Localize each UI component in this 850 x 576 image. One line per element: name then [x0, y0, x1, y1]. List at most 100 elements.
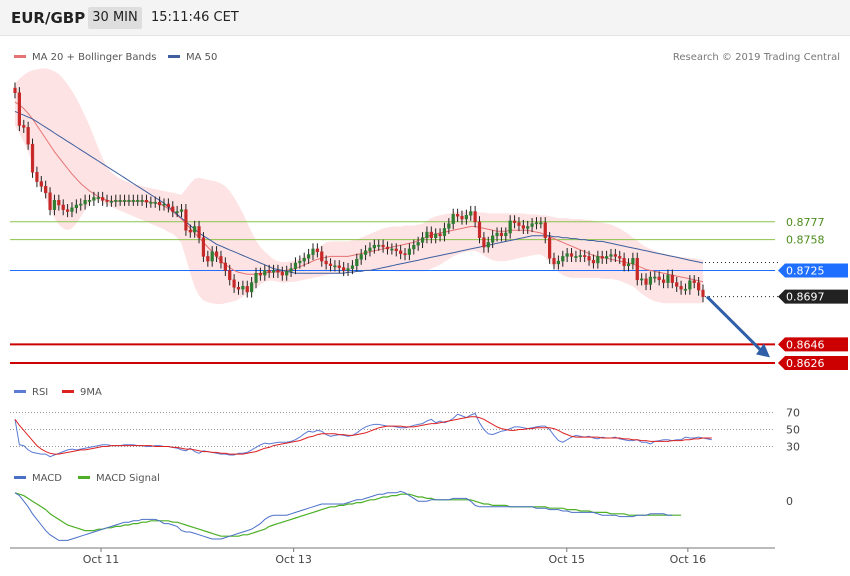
ma20-swatch	[14, 54, 26, 58]
x-tick-label: Oct 13	[275, 553, 312, 566]
candle-body	[583, 255, 587, 257]
candle-body	[495, 232, 499, 237]
candle-body	[96, 197, 100, 199]
candle-body	[122, 200, 127, 202]
candle-body	[127, 200, 131, 202]
level-label-0.8777: 0.8777	[786, 216, 825, 229]
candle-body	[276, 270, 280, 273]
symbol-label: EUR/GBP	[11, 9, 86, 27]
legend-rsi-label: RSI	[32, 387, 49, 398]
candle-body	[473, 211, 477, 223]
candle-body	[114, 200, 118, 202]
candle-body	[118, 200, 122, 202]
candle-body	[600, 256, 604, 259]
candle-body	[254, 272, 258, 283]
legend-macd: MACD	[14, 473, 62, 484]
candle-body	[232, 279, 236, 288]
candle-body	[469, 211, 473, 216]
candle-body	[666, 274, 670, 283]
candle-body	[74, 204, 78, 209]
rsi-line	[14, 412, 712, 458]
candle-body	[412, 244, 416, 250]
candle-body	[22, 125, 26, 128]
candle-body	[631, 258, 635, 265]
level-tag-0.8697	[778, 289, 848, 304]
macd-signal-line	[14, 492, 682, 537]
legend-rsi: RSI	[14, 387, 48, 398]
ma50-line	[14, 110, 704, 274]
candle-body	[640, 278, 644, 281]
candle-body	[263, 270, 267, 276]
candle-body	[320, 251, 324, 262]
candle-body	[587, 256, 591, 261]
candle-body	[407, 248, 412, 255]
candle-body	[280, 272, 284, 276]
candle-body	[79, 203, 83, 206]
candle-body	[670, 274, 674, 283]
candle-body	[399, 250, 403, 254]
candle-body	[491, 235, 495, 243]
candle-body	[39, 181, 43, 187]
macd-signal-swatch	[78, 475, 90, 479]
candle-body	[381, 244, 385, 248]
level-label-0.8758: 0.8758	[786, 234, 825, 247]
candle-body	[534, 222, 539, 225]
candle-body	[451, 214, 455, 224]
candle-body	[109, 200, 114, 203]
candle-body	[683, 288, 688, 291]
candle-body	[206, 256, 210, 262]
candle-body	[175, 211, 179, 213]
candle-body	[653, 276, 657, 279]
x-tick-label: Oct 11	[83, 553, 120, 566]
candle-body	[438, 233, 442, 237]
candle-body	[679, 286, 683, 290]
candle-body	[342, 267, 346, 271]
time-label: 15:11:46 CET	[151, 10, 239, 25]
candle-body	[447, 223, 451, 229]
candle-body	[87, 200, 92, 202]
candle-body	[140, 200, 144, 202]
candle-body	[228, 270, 232, 281]
candle-body	[657, 276, 661, 281]
legend-macd-label: MACD	[32, 473, 62, 484]
timeframe-button[interactable]: 30 MIN	[88, 7, 142, 29]
legend-rsi-ma-label: 9MA	[80, 387, 102, 398]
candle-body	[359, 254, 363, 260]
candle-body	[486, 242, 490, 248]
x-tick-label: Oct 15	[549, 553, 586, 566]
candle-body	[618, 256, 622, 259]
candle-body	[293, 262, 298, 269]
candle-body	[214, 251, 219, 257]
candle-body	[539, 222, 543, 225]
candle-body	[236, 287, 241, 290]
forecast-arrow-line	[705, 295, 766, 355]
candle-body	[83, 200, 87, 205]
candle-body	[556, 260, 560, 265]
candle-body	[285, 271, 289, 276]
bollinger-band-area	[15, 68, 703, 305]
candle-body	[26, 127, 30, 145]
candle-body	[193, 226, 197, 233]
candle-body	[548, 237, 552, 259]
candle-body	[61, 204, 65, 210]
candle-body	[455, 214, 460, 217]
candle-body	[604, 256, 609, 259]
candle-body	[35, 171, 39, 182]
candles-group	[13, 82, 705, 303]
candle-body	[499, 232, 504, 237]
candle-body	[241, 286, 245, 290]
candle-body	[158, 201, 162, 206]
macd-swatch	[14, 475, 26, 479]
candle-body	[328, 263, 333, 267]
candle-body	[166, 203, 170, 208]
candle-body	[333, 265, 337, 268]
candle-body	[70, 207, 74, 212]
candle-body	[648, 276, 653, 285]
candle-body	[131, 200, 135, 202]
candle-body	[626, 263, 631, 267]
candle-body	[688, 280, 692, 290]
candle-body	[508, 220, 512, 234]
candle-body	[434, 233, 438, 238]
candle-body	[442, 228, 447, 237]
